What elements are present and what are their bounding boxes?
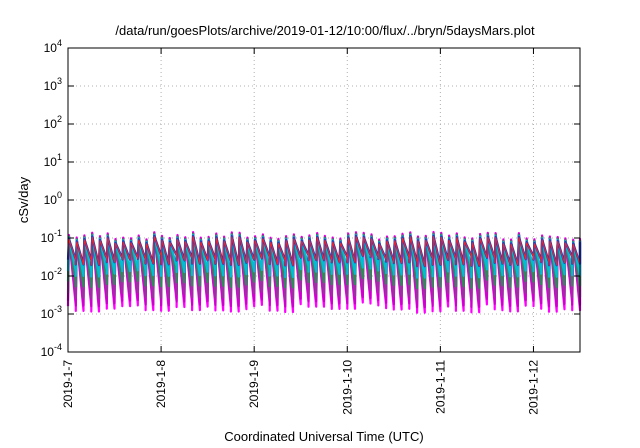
chart-title: /data/run/goesPlots/archive/2019-01-12/1…	[115, 23, 535, 38]
y-tick-exponent: -4	[54, 342, 62, 352]
x-axis-label: Coordinated Universal Time (UTC)	[224, 429, 423, 444]
y-tick-label: 102	[44, 114, 62, 131]
x-tick-label: 2019-1-12	[526, 360, 540, 415]
x-tick-label: 2019-1-10	[340, 360, 354, 415]
y-tick-exponent: -2	[54, 266, 62, 276]
y-tick-exponent: 3	[57, 76, 62, 86]
y-tick-label: 103	[44, 76, 62, 93]
y-tick-label: 10-2	[41, 266, 62, 283]
y-tick-label: 100	[44, 190, 62, 207]
y-tick-exponent: 0	[57, 190, 62, 200]
y-tick-exponent: 4	[57, 38, 62, 48]
x-tick-label: 2019-1-8	[154, 360, 168, 408]
y-axis-label: cSv/day	[16, 176, 31, 223]
y-tick-exponent: 2	[57, 114, 62, 124]
y-tick-exponent: -1	[54, 228, 62, 238]
x-tick-label: 2019-1-11	[433, 360, 447, 414]
y-tick-exponent: 1	[57, 152, 62, 162]
series-line-7	[67, 236, 581, 267]
y-tick-label: 101	[44, 152, 62, 169]
x-axis: 2019-1-7 2019-1-8 2019-1-9 2019-1-10 2019-1-…	[61, 48, 540, 415]
x-tick-label: 2019-1-7	[61, 360, 75, 408]
series-group	[66, 230, 582, 314]
y-tick-label: 10-3	[41, 304, 62, 321]
y-tick-exponent: -3	[54, 304, 62, 314]
x-tick-label: 2019-1-9	[247, 360, 261, 408]
y-tick-label: 10-4	[41, 342, 62, 359]
y-tick-label: 104	[44, 38, 62, 55]
y-tick-label: 10-1	[41, 228, 62, 245]
